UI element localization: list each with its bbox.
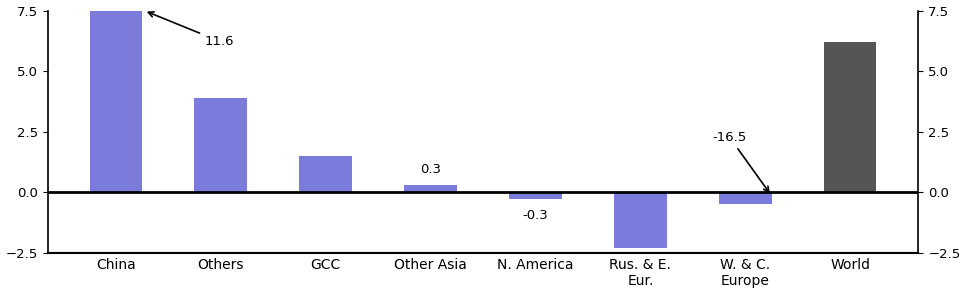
Bar	[405, 185, 457, 192]
Bar	[299, 156, 352, 192]
Text: -16.5: -16.5	[713, 131, 769, 192]
Bar	[90, 11, 142, 192]
Bar	[614, 192, 667, 248]
Bar	[719, 192, 772, 204]
Text: 0.3: 0.3	[420, 163, 441, 176]
Bar	[194, 98, 247, 192]
Text: -0.3: -0.3	[523, 209, 549, 222]
Bar	[824, 42, 876, 192]
Bar	[509, 192, 561, 199]
Text: 11.6: 11.6	[149, 12, 235, 48]
